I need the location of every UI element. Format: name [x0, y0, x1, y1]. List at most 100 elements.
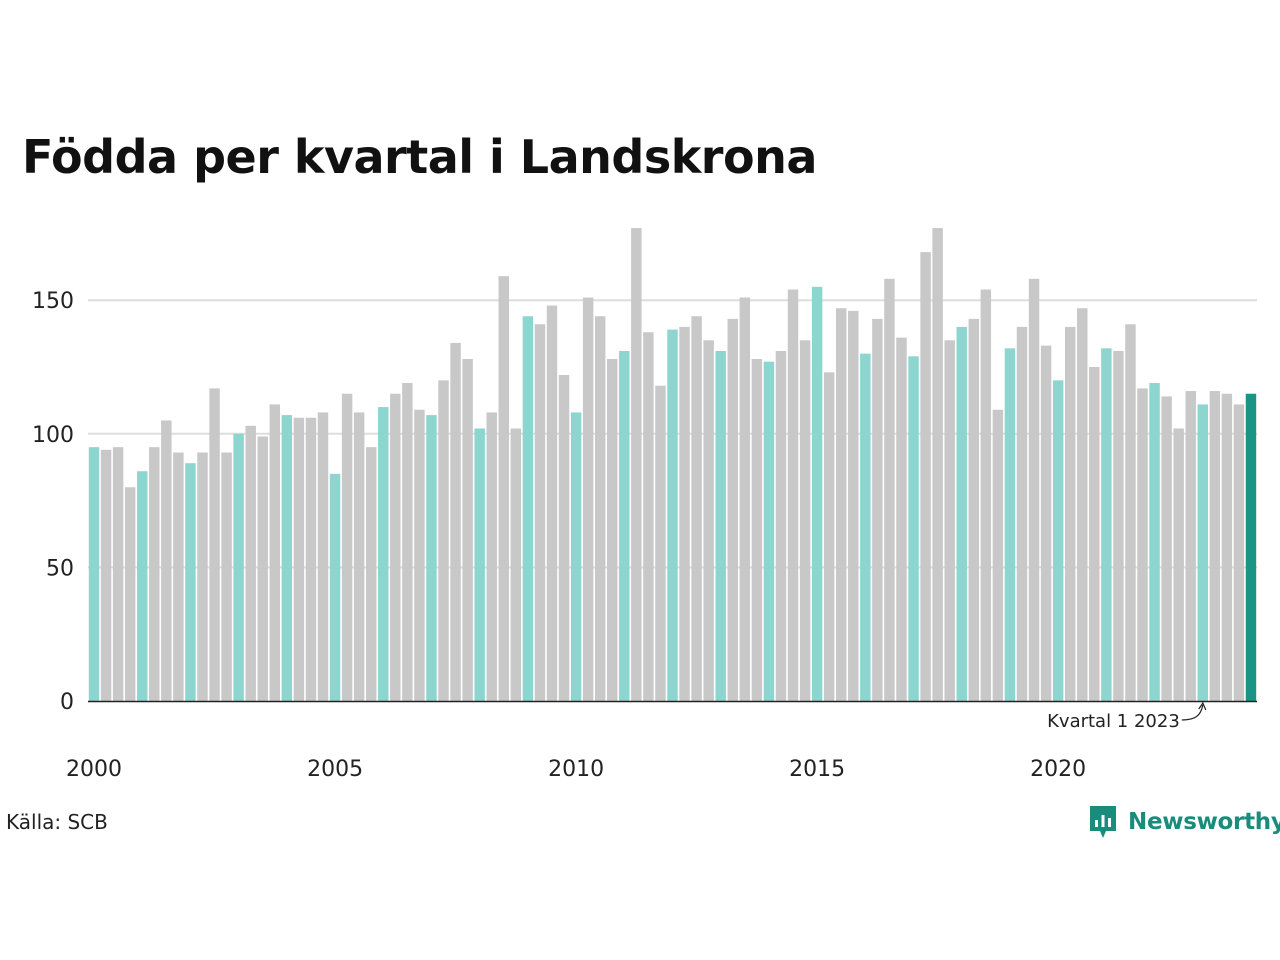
bar-2016-q1: [860, 353, 871, 701]
y-tick-label: 50: [46, 556, 74, 581]
bar-2015-q1: [811, 286, 823, 701]
bar-2019-q2: [1016, 326, 1028, 701]
bar-2016-q4: [896, 337, 907, 701]
bar-2009-q3: [546, 305, 558, 701]
bar-2006-q4: [414, 409, 425, 701]
bar-2001-q1: [137, 471, 148, 701]
bar-2021-q1: [1101, 348, 1112, 701]
bar-2019-q1: [1004, 348, 1016, 701]
bar-2015-q4: [848, 310, 859, 701]
bar-2003-q1: [233, 433, 244, 701]
bar-2012-q2: [679, 326, 690, 701]
bar-2011-q1: [619, 350, 630, 701]
bar-2000-q4: [124, 487, 136, 701]
bar-2004-q4: [317, 412, 329, 701]
bar-2020-q4: [1089, 367, 1100, 701]
bar-2017-q2: [920, 252, 931, 701]
bar-2002-q2: [197, 452, 208, 701]
brand-logo[interactable]: Newsworthy: [1088, 804, 1280, 840]
annotation-arrow: [1181, 704, 1204, 721]
bar-2007-q3: [450, 342, 461, 701]
newsworthy-logo-icon: [1090, 806, 1116, 838]
bar-2016-q2: [872, 318, 883, 701]
source-label: Källa: SCB: [6, 810, 108, 834]
bar-2018-q2: [968, 318, 980, 701]
bar-2023-q2: [1209, 391, 1221, 701]
bar-2006-q3: [402, 383, 413, 701]
bar-2023-q3: [1221, 393, 1233, 701]
chart-title: Födda per kvartal i Landskrona: [22, 130, 817, 184]
bar-2017-q4: [944, 340, 955, 701]
bar-2002-q4: [221, 452, 232, 701]
bar-2014-q2: [775, 350, 787, 701]
bars: [88, 228, 1257, 701]
bar-2020-q1: [1052, 380, 1064, 701]
annotation-label: Kvartal 1 2023: [1047, 711, 1180, 732]
bar-2021-q3: [1125, 324, 1136, 701]
bar-2019-q4: [1040, 345, 1052, 701]
bar-2008-q4: [510, 428, 522, 701]
bar-2013-q3: [739, 297, 751, 701]
bar-2014-q1: [763, 361, 775, 701]
bar-2015-q2: [823, 372, 835, 701]
bar-2005-q4: [365, 447, 377, 701]
bar-2007-q1: [426, 415, 437, 701]
bar-2003-q2: [245, 425, 256, 701]
bar-2010-q4: [607, 358, 618, 701]
bar-2022-q2: [1161, 396, 1172, 701]
bar-2004-q2: [293, 417, 305, 701]
bar-2011-q4: [655, 385, 666, 701]
bar-2009-q4: [558, 375, 570, 701]
bar-2001-q3: [161, 420, 172, 701]
bar-2013-q1: [715, 350, 726, 701]
bar-2010-q3: [594, 316, 606, 701]
bar-2021-q4: [1137, 388, 1148, 701]
x-tick-label: 2000: [66, 757, 122, 782]
bar-2022-q3: [1173, 428, 1184, 701]
bar-2007-q4: [462, 358, 473, 701]
bar-2023-q1: [1197, 404, 1208, 701]
bar-2003-q3: [257, 436, 268, 701]
bar-2016-q3: [884, 278, 895, 701]
bar-2021-q2: [1113, 350, 1124, 701]
x-tick-label: 2020: [1030, 757, 1086, 782]
bar-2023-q4: [1233, 404, 1245, 701]
bar-2024-q1: [1245, 393, 1257, 701]
bar-2000-q1: [88, 447, 100, 701]
bar-2004-q3: [305, 417, 317, 701]
bar-2011-q2: [631, 228, 642, 701]
bar-2014-q3: [787, 289, 799, 701]
bar-2012-q3: [691, 316, 702, 701]
bar-2018-q4: [992, 409, 1004, 701]
bar-2004-q1: [281, 415, 293, 701]
bar-2009-q2: [534, 324, 546, 701]
bar-2008-q3: [498, 276, 509, 701]
annotation: Kvartal 1 2023: [1047, 701, 1207, 732]
bar-2002-q1: [185, 463, 196, 701]
bar-2000-q3: [112, 447, 124, 701]
bar-2005-q3: [353, 412, 365, 701]
bar-2022-q1: [1149, 383, 1160, 701]
bar-2022-q4: [1185, 391, 1196, 701]
bar-2008-q2: [486, 412, 497, 701]
x-tick-label: 2010: [548, 757, 604, 782]
bar-2001-q2: [149, 447, 160, 701]
bar-2005-q1: [329, 473, 341, 701]
bar-2008-q1: [474, 428, 485, 701]
bar-2013-q2: [727, 318, 738, 701]
bar-2002-q3: [209, 388, 220, 701]
x-tick-label: 2005: [307, 757, 363, 782]
bar-2018-q3: [980, 289, 992, 701]
bar-2018-q1: [956, 326, 967, 701]
y-tick-label: 0: [60, 690, 74, 715]
bar-2007-q2: [438, 380, 449, 701]
bar-2017-q1: [908, 356, 919, 701]
bar-2012-q1: [667, 329, 678, 701]
bar-2020-q3: [1077, 308, 1088, 701]
bar-2011-q3: [643, 332, 654, 701]
bar-2000-q2: [100, 449, 112, 701]
bar-2014-q4: [799, 340, 811, 701]
x-tick-label: 2015: [789, 757, 845, 782]
y-tick-label: 100: [32, 423, 74, 448]
